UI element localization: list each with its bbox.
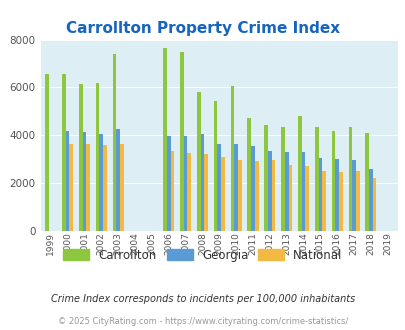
Bar [69, 144, 73, 231]
Bar [368, 169, 372, 231]
Bar [217, 144, 221, 231]
Bar [116, 129, 120, 231]
Bar [163, 48, 166, 231]
Bar [347, 127, 352, 231]
Bar [314, 127, 318, 231]
Bar [335, 159, 338, 231]
Bar [62, 74, 66, 231]
Bar [79, 84, 82, 231]
Bar [264, 125, 267, 231]
Bar [221, 157, 224, 231]
Bar [213, 101, 217, 231]
Bar [230, 86, 234, 231]
Bar [183, 137, 187, 231]
Bar [200, 134, 204, 231]
Bar [96, 83, 99, 231]
Bar [355, 171, 359, 231]
Bar [179, 51, 183, 231]
Bar [166, 137, 170, 231]
Bar [372, 178, 375, 231]
Text: Carrollton Property Crime Index: Carrollton Property Crime Index [66, 21, 339, 36]
Bar [196, 92, 200, 231]
Bar [318, 158, 322, 231]
Bar [237, 160, 241, 231]
Bar [254, 161, 258, 231]
Bar [204, 154, 207, 231]
Bar [103, 145, 107, 231]
Bar [170, 151, 174, 231]
Bar [120, 144, 124, 231]
Text: © 2025 CityRating.com - https://www.cityrating.com/crime-statistics/: © 2025 CityRating.com - https://www.city… [58, 317, 347, 326]
Bar [364, 133, 368, 231]
Bar [271, 160, 275, 231]
Bar [288, 165, 292, 231]
Bar [322, 171, 325, 231]
Text: Crime Index corresponds to incidents per 100,000 inhabitants: Crime Index corresponds to incidents per… [51, 294, 354, 304]
Bar [86, 144, 90, 231]
Bar [250, 146, 254, 231]
Bar [234, 144, 237, 231]
Bar [187, 153, 191, 231]
Bar [280, 127, 284, 231]
Bar [267, 151, 271, 231]
Bar [112, 54, 116, 231]
Bar [331, 130, 335, 231]
Legend: Carrollton, Georgia, National: Carrollton, Georgia, National [59, 244, 346, 266]
Bar [45, 74, 49, 231]
Bar [301, 152, 305, 231]
Bar [82, 132, 86, 231]
Bar [297, 116, 301, 231]
Bar [284, 152, 288, 231]
Bar [247, 118, 250, 231]
Bar [305, 166, 308, 231]
Bar [99, 134, 103, 231]
Bar [352, 160, 355, 231]
Bar [66, 130, 69, 231]
Bar [338, 172, 342, 231]
